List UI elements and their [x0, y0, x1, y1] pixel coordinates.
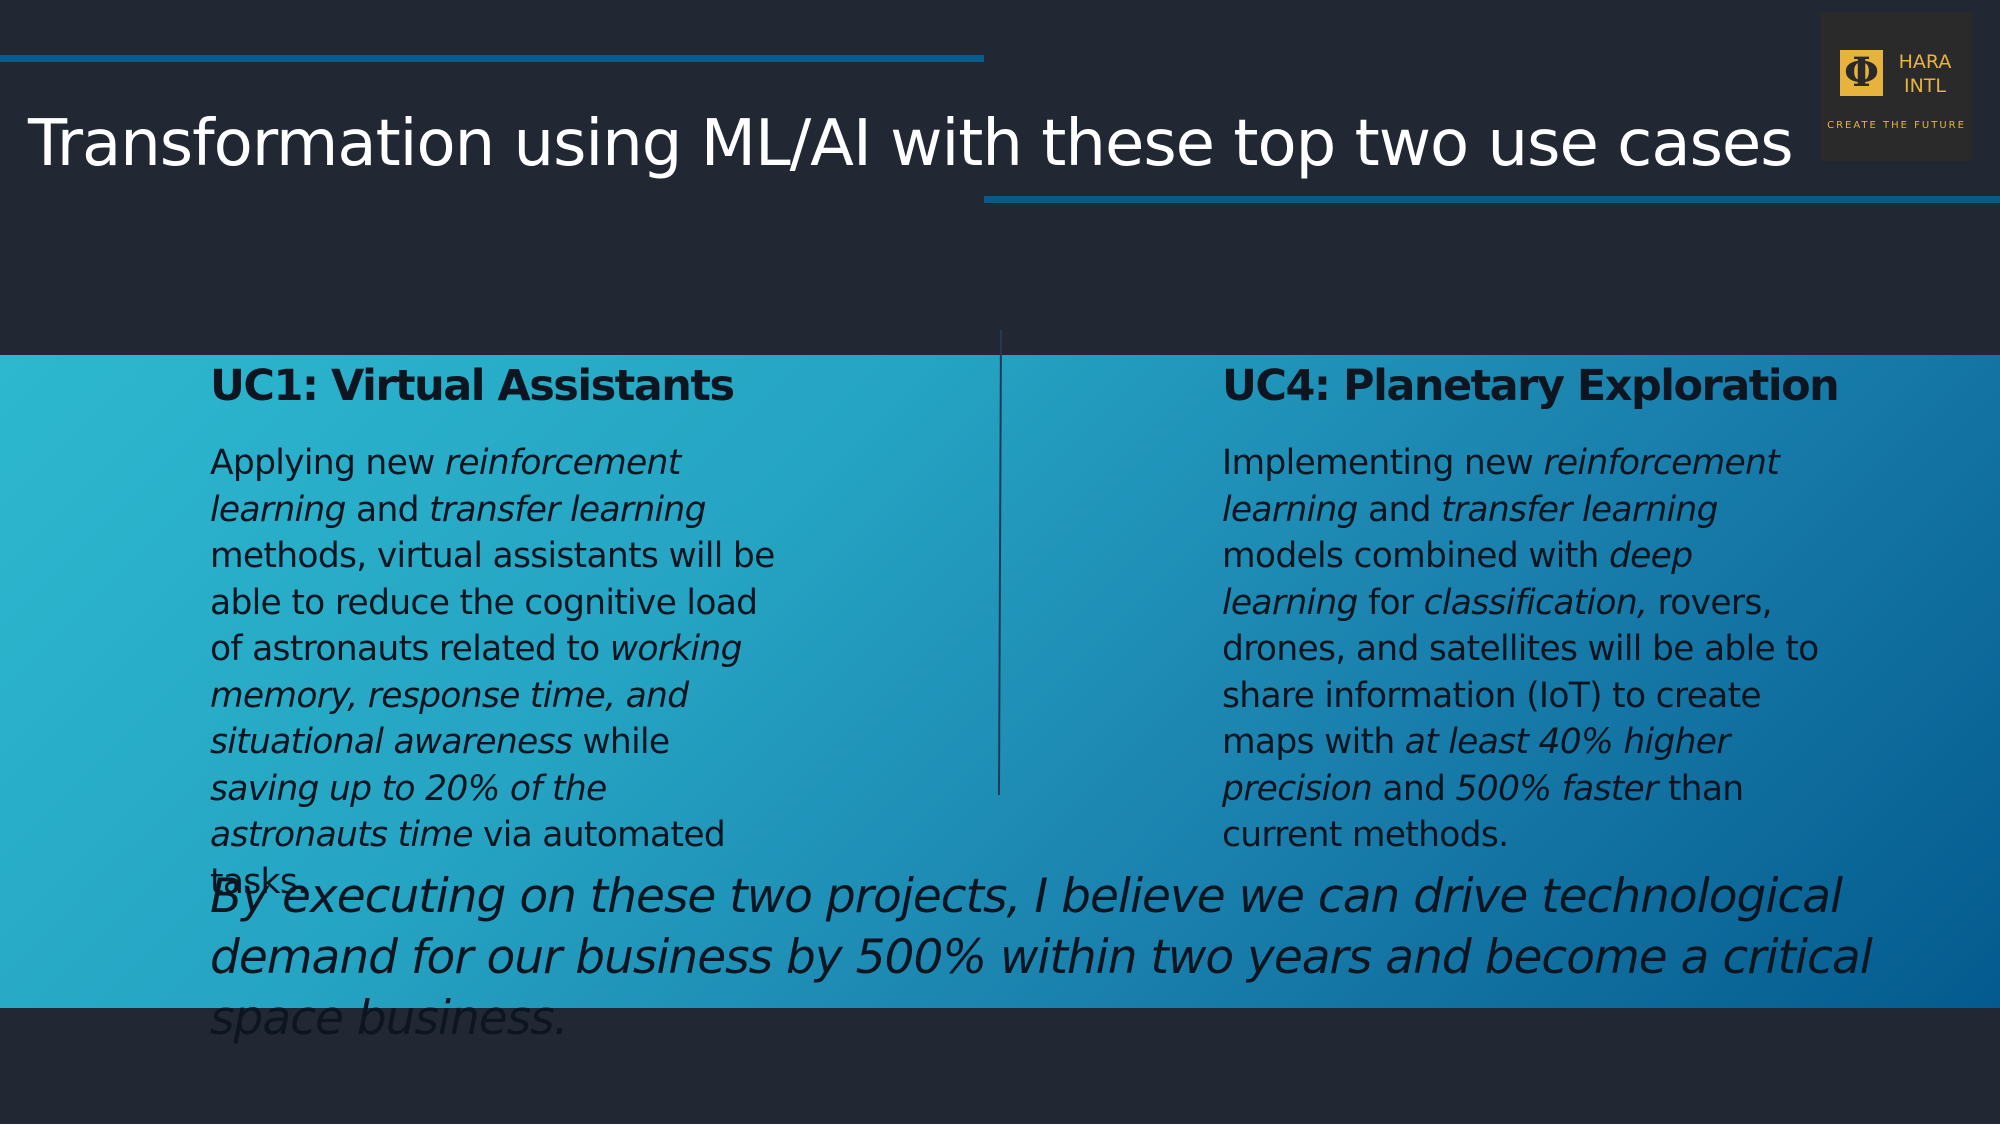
body-text: and — [1372, 768, 1456, 809]
body-text: current methods. — [1222, 815, 1509, 855]
logo-name-line2: INTL — [1903, 75, 1946, 97]
paragraph-line: situational awareness while — [210, 719, 810, 766]
body-text: and — [345, 489, 430, 530]
body-text: Applying new — [210, 443, 445, 483]
emphasis-text: saving up to 20% of the — [210, 768, 607, 809]
body-text: while — [572, 722, 670, 762]
emphasis-text: learning — [1222, 582, 1358, 623]
uc4-heading: UC4: Planetary Exploration — [1222, 361, 1840, 411]
logo-name: HARA INTL — [1885, 50, 1965, 98]
emphasis-text: at least 40% higher — [1404, 722, 1731, 762]
logo-name-line1: HARA — [1898, 51, 1952, 73]
conclusion-line: By executing on these two projects, I be… — [210, 869, 1843, 924]
paragraph-line: saving up to 20% of the — [210, 766, 810, 813]
emphasis-text: transfer learning — [1441, 489, 1718, 530]
emphasis-text: memory, response time, and — [210, 675, 689, 716]
paragraph-line: of astronauts related to working — [210, 626, 810, 673]
paragraph-line: drones, and satellites will be able to — [1222, 626, 1862, 673]
paragraph-line: Implementing new reinforcement — [1222, 440, 1862, 487]
paragraph-line: share information (IoT) to create — [1222, 673, 1862, 720]
emphasis-text: learning — [1222, 489, 1358, 530]
uc1-body: Applying new reinforcement learning and t… — [210, 440, 810, 905]
conclusion-line: demand for our business by 500% within t… — [210, 930, 1873, 985]
conclusion-line: space business. — [210, 991, 569, 1046]
uc4-body: Implementing new reinforcement learning a… — [1222, 440, 1862, 859]
emphasis-text: precision — [1222, 768, 1373, 809]
slide-title: Transformation using ML/AI with these to… — [28, 107, 1794, 181]
body-text: able to reduce the cognitive load — [210, 582, 758, 623]
paragraph-line: tasks. — [210, 859, 810, 906]
emphasis-text: reinforcement — [444, 443, 681, 483]
emphasis-text: situational awareness — [210, 722, 573, 762]
body-text: than — [1657, 768, 1744, 809]
paragraph-line: current methods. — [1222, 812, 1862, 859]
body-text: share information (IoT) to create — [1222, 675, 1762, 716]
body-text: maps with — [1222, 722, 1405, 762]
emphasis-text: learning — [210, 489, 346, 530]
paragraph-line: learning and transfer learning — [1222, 487, 1862, 534]
accent-rule-top — [0, 55, 984, 62]
emphasis-text: reinforcement — [1543, 443, 1780, 483]
body-text: tasks. — [210, 861, 308, 902]
phi-logo-icon: Φ — [1840, 50, 1883, 96]
emphasis-text: deep — [1608, 536, 1693, 576]
emphasis-text: astronauts time — [210, 815, 473, 855]
paragraph-line: learning for classification, rovers, — [1222, 580, 1862, 627]
paragraph-line: precision and 500% faster than — [1222, 766, 1862, 813]
paragraph-line: Applying new reinforcement — [210, 440, 810, 487]
logo-tagline: CREATE THE FUTURE — [1827, 120, 1966, 131]
body-text: for — [1357, 582, 1424, 623]
body-text: and — [1357, 489, 1442, 530]
paragraph-line: methods, virtual assistants will be — [210, 533, 810, 580]
paragraph-line: memory, response time, and — [210, 673, 810, 720]
company-logo: Φ HARA INTL CREATE THE FUTURE — [1821, 12, 1972, 161]
paragraph-line: able to reduce the cognitive load — [210, 580, 810, 627]
accent-rule-bottom — [984, 196, 2000, 203]
emphasis-text: transfer learning — [429, 489, 706, 530]
paragraph-line: models combined with deep — [1222, 533, 1862, 580]
body-text: rovers, — [1647, 582, 1773, 623]
emphasis-text: classification, — [1423, 582, 1648, 623]
body-text: Implementing new — [1222, 443, 1544, 483]
conclusion-statement: By executing on these two projects, I be… — [210, 866, 1873, 1049]
body-text: of astronauts related to — [210, 629, 610, 669]
paragraph-line: astronauts time via automated — [210, 812, 810, 859]
paragraph-line: learning and transfer learning — [210, 487, 810, 534]
uc1-heading: UC1: Virtual Assistants — [210, 361, 735, 411]
paragraph-line: maps with at least 40% higher — [1222, 719, 1862, 766]
body-text: drones, and satellites will be able to — [1222, 629, 1819, 669]
emphasis-text: working — [609, 629, 743, 669]
body-text: models combined with — [1222, 536, 1609, 576]
body-text: methods, virtual assistants will be — [210, 536, 775, 576]
body-text: via automated — [472, 815, 726, 855]
emphasis-text: 500% faster — [1455, 768, 1658, 809]
